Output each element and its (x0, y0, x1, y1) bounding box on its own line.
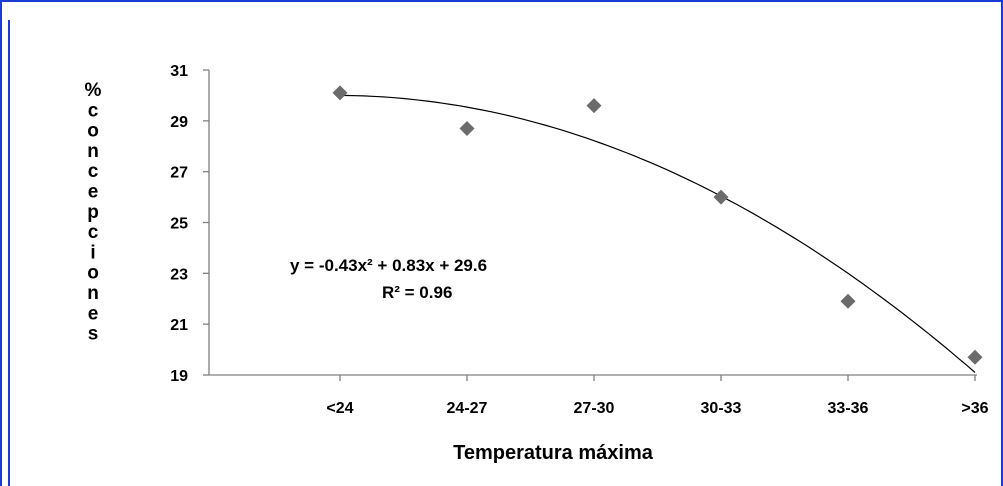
x-tick-label: >36 (961, 400, 988, 417)
y-axis-title-char: e (88, 182, 99, 203)
y-tick-label: 29 (170, 114, 188, 131)
data-point (840, 293, 856, 309)
y-axis-title-char: c (88, 161, 99, 182)
y-tick-label: 27 (170, 165, 188, 182)
y-axis-title-char: p (87, 202, 99, 223)
y-axis-title-char: s (88, 324, 99, 345)
y-axis-title-char: n (87, 141, 99, 162)
x-tick-label: 24-27 (447, 400, 488, 417)
y-tick-label: 19 (170, 368, 188, 385)
y-tick-label: 31 (170, 63, 188, 80)
data-point (586, 98, 602, 114)
y-axis-title-char: c (88, 222, 99, 243)
y-axis-title-char: % (85, 80, 102, 101)
x-axis-title: Temperatura máxima (453, 442, 654, 464)
chart-frame-left-rule (8, 20, 10, 486)
x-tick-labels: <24 24-27 27-30 30-33 33-36 >36 (326, 400, 988, 417)
trendline-equation: y = -0.43x² + 0.83x + 29.6 (290, 256, 487, 275)
trendline (339, 94, 976, 373)
y-axis-title-char: c (88, 100, 99, 121)
y-axis-title-char: i (90, 242, 95, 263)
y-tick-labels: 19 21 23 25 27 29 31 (170, 63, 188, 385)
data-point (332, 85, 348, 101)
y-tick-label: 25 (170, 216, 188, 233)
y-tick-label: 21 (170, 317, 188, 334)
data-point (713, 189, 729, 205)
y-axis-title-char: e (88, 303, 99, 324)
x-tick-label: 27-30 (574, 400, 615, 417)
data-point (459, 120, 475, 136)
trendline-r2: R² = 0.96 (382, 283, 452, 302)
x-tick-label: <24 (326, 400, 353, 417)
x-tick-label: 30-33 (701, 400, 742, 417)
y-axis-title-char: o (87, 263, 99, 284)
data-points (332, 85, 983, 365)
y-tick-label: 23 (170, 266, 188, 283)
y-axis-title-char: n (87, 283, 99, 304)
x-tick-label: 33-36 (828, 400, 869, 417)
data-point (967, 349, 983, 365)
axes (203, 69, 977, 381)
y-axis-title-char: o (87, 121, 99, 142)
